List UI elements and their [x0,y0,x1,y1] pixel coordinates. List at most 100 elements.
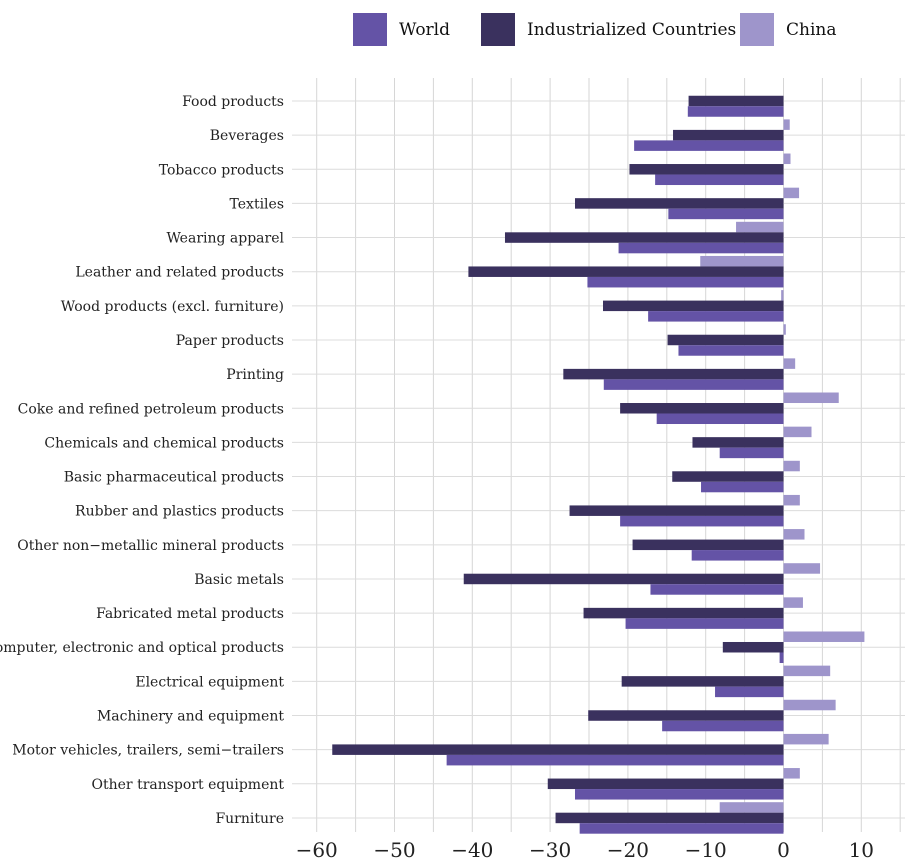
x-tick-label: 10 [849,838,874,862]
category-label: Other transport equipment [92,777,285,793]
bar-industrialized-countries [574,198,784,209]
category-label: Textiles [230,196,284,212]
bar-world [620,515,784,527]
category-label: Tobacco products [159,162,284,178]
legend-label-industrialized-countries: Industrialized Countries [527,20,736,40]
category-label: Rubber and plastics products [75,504,284,520]
category-label: Basic metals [194,572,284,588]
bar-china [783,460,800,472]
bar-world [687,106,784,117]
bar-world [668,208,784,220]
bar-industrialized-countries [692,437,784,448]
category-label: Beverages [210,128,284,144]
bar-world [691,550,784,561]
x-tick-label: −50 [373,838,415,862]
bar-industrialized-countries [583,607,784,619]
bar-world [655,174,784,186]
legend-label-china: China [786,20,836,40]
bar-industrialized-countries [620,403,784,414]
category-label: Leather and related products [75,265,284,281]
bar-world [719,447,784,459]
bar-industrialized-countries [463,573,784,585]
category-label: Other non−metallic mineral products [17,538,284,554]
category-label: Chemicals and chemical products [44,435,284,451]
bar-world [656,413,784,425]
bar-china [783,768,800,779]
bar-china [783,119,790,130]
bar-china [736,221,784,233]
bar-china [783,665,831,677]
x-tick-label: −60 [296,838,338,862]
bar-industrialized-countries [722,641,784,653]
bar-industrialized-countries [673,129,784,141]
bar-world [662,720,784,732]
bar-industrialized-countries [569,505,784,516]
category-label: Computer, electronic and optical product… [0,640,284,656]
bars [332,85,865,834]
category-label: Coke and refined petroleum products [18,401,284,417]
bar-industrialized-countries [332,744,784,755]
bar-world [701,481,784,493]
bar-industrialized-countries [504,232,784,243]
bar-world [446,754,784,766]
category-label: Food products [182,94,284,110]
x-tick-label: −10 [685,838,727,862]
bar-china [783,324,786,335]
bar-world [603,379,784,390]
bar-china [783,187,800,199]
bar-world [678,345,784,356]
category-label: Machinery and equipment [97,709,284,725]
bar-world [779,652,784,663]
bar-industrialized-countries [603,300,784,312]
bar-industrialized-countries [588,710,784,721]
category-labels: Food products Beverages Tobacco products Te… [0,94,285,827]
bar-industrialized-countries [667,334,784,346]
bar-china [783,631,865,642]
x-tick-label: −20 [607,838,649,862]
bar-china [783,358,796,369]
category-label: Furniture [215,811,284,827]
legend-swatch-china [740,13,774,46]
category-label: Paper products [176,333,284,349]
bar-china [783,529,805,540]
bar-world [579,823,784,834]
x-tick-label: −40 [451,838,493,862]
category-label: Wearing apparel [166,231,284,247]
category-label: Basic pharmaceutical products [64,470,284,486]
bar-world [587,276,784,288]
bar-world [618,242,784,254]
bar-industrialized-countries [468,266,784,277]
bar-industrialized-countries [688,95,784,107]
category-label: Motor vehicles, trailers, semi−trailers [12,743,284,759]
legend-swatch-industrialized-countries [481,13,515,46]
category-label: Fabricated metal products [96,606,284,622]
bar-china [783,563,821,574]
x-tick-label: 0 [777,838,790,862]
bar-industrialized-countries [629,164,784,175]
category-label: Printing [226,367,284,383]
bar-china [783,699,836,711]
bar-china [783,153,791,165]
bar-world [625,618,784,629]
bar-china [719,802,784,813]
bar-world [650,584,784,595]
bar-industrialized-countries [563,368,784,380]
bar-china [700,255,784,267]
bar-china [783,597,803,608]
legend-swatch-world [353,13,387,46]
category-label: Wood products (excl. furniture) [61,299,284,315]
category-label: Electrical equipment [135,674,284,690]
bar-china [783,733,829,745]
bar-world [648,311,784,322]
bar-industrialized-countries [555,812,784,824]
bar-industrialized-countries [632,539,784,551]
bar-world [574,789,784,800]
x-tick-label: −30 [529,838,571,862]
legend-label-world: World [399,20,450,40]
bar-industrialized-countries [547,778,784,790]
bar-industrialized-countries [672,471,784,482]
bar-china [783,392,839,404]
bar-china [781,290,784,301]
x-tick-labels: −60 −50 −40 −30 −20 −10 0 10 [296,838,874,862]
